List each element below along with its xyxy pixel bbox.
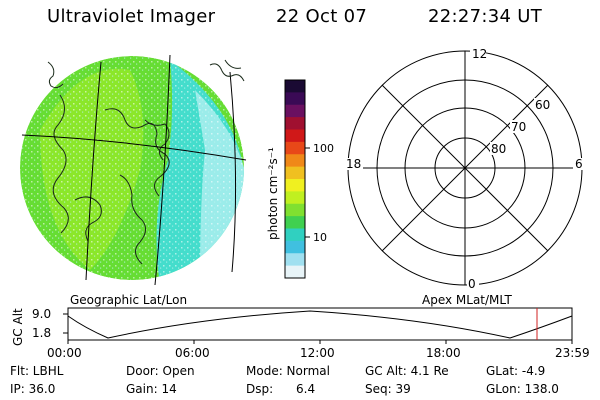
colorbar-band (285, 117, 305, 130)
colorbar-band (285, 154, 305, 168)
polar-label: Apex MLat/MLT (422, 293, 512, 307)
time-label: 22:27:34 UT (428, 6, 543, 27)
colorbar-band (285, 253, 305, 267)
ip-info: IP: 36.0 (10, 382, 56, 396)
glon-info: GLon: 138.0 (486, 382, 559, 396)
altitude-curve (67, 310, 573, 339)
globe-label: Geographic Lat/Lon (70, 293, 187, 307)
gcalt-info: GC Alt: 4.1 Re (365, 364, 449, 378)
gain-info: Gain: 14 (126, 382, 177, 396)
colorbar-band (285, 203, 305, 217)
earth-disk-image (20, 56, 244, 280)
mlat-label-60: 60 (535, 98, 550, 112)
colorbar-band (285, 141, 305, 155)
x-tick-1200: 12:00 (300, 346, 335, 360)
alt-tick-9: 9.0 (32, 307, 51, 321)
colorbar-band (285, 166, 305, 180)
colorbar-band (285, 191, 305, 205)
polar-plot (347, 50, 583, 286)
door-info: Door: Open (126, 364, 195, 378)
mlt-label-18: 18 (346, 157, 361, 171)
colorbar-frame (284, 79, 306, 279)
seq-info: Seq: 39 (365, 382, 411, 396)
glat-info: GLat: -4.9 (486, 364, 546, 378)
lat-lon-grid (21, 54, 247, 286)
mlt-label-12: 12 (472, 47, 487, 61)
colorbar-band (285, 92, 305, 106)
colorbar-band (285, 80, 305, 93)
outer-coastlines (47, 59, 245, 89)
colorbar-band (285, 179, 305, 192)
date-label: 22 Oct 07 (276, 6, 368, 27)
dsp-info: Dsp: 6.4 (246, 382, 316, 396)
colorbar-tick-100: 100 (313, 142, 334, 155)
x-tick-2359: 23:59 (555, 346, 590, 360)
flt-info: Flt: LBHL (10, 364, 64, 378)
alt-axis-label: GC Alt (11, 308, 25, 346)
colorbar-band (285, 240, 305, 254)
mode-info: Mode: Normal (246, 364, 330, 378)
colorbar-band (285, 216, 305, 229)
x-tick-0600: 06:00 (175, 346, 210, 360)
mlat-label-80: 80 (491, 142, 506, 156)
colorbar-band (285, 228, 305, 242)
colorbar (285, 80, 305, 279)
instrument-title: Ultraviolet Imager (47, 6, 216, 27)
colorbar-band (285, 104, 305, 118)
x-tick-1800: 18:00 (426, 346, 461, 360)
alt-tick-1-8: 1.8 (32, 326, 51, 340)
colorbar-unit-label: photon cm⁻²s⁻¹ (266, 147, 280, 240)
colorbar-band (285, 129, 305, 143)
mlat-label-70: 70 (511, 120, 526, 134)
mlt-label-0: 0 (468, 277, 476, 291)
mlt-label-6: 6 (575, 157, 583, 171)
colorbar-band (285, 265, 305, 279)
colorbar-tick-10: 10 (313, 231, 327, 244)
x-tick-0000: 00:00 (47, 346, 82, 360)
